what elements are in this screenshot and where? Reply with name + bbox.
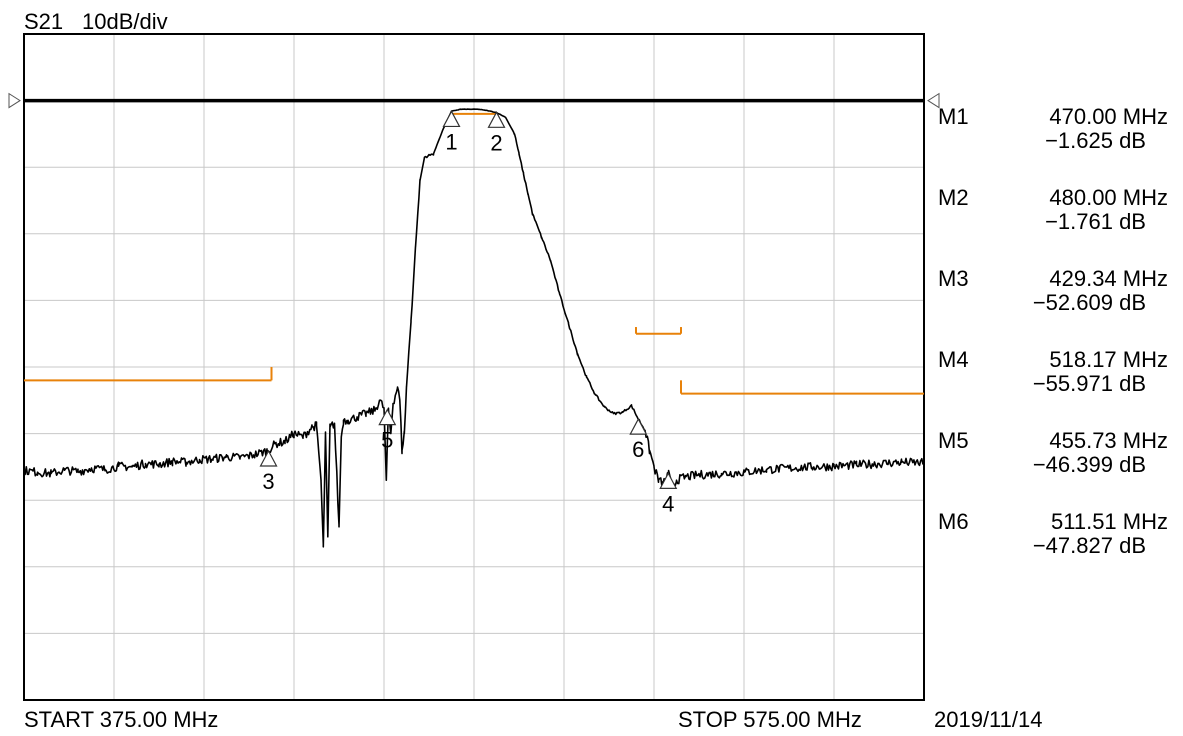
marker-3: 3 <box>259 449 278 494</box>
s21-trace-line <box>23 108 924 548</box>
marker-number-label: 1 <box>445 129 457 154</box>
scale-label: 10dB/div <box>82 9 168 34</box>
plot-grid <box>23 33 925 701</box>
marker-frequency-value: 470.00 MHz <box>1049 104 1168 129</box>
marker-level-value: −46.399 dB <box>1033 452 1146 477</box>
date-label: 2019/11/14 <box>934 707 1042 732</box>
marker-frequency-value: 511.51 MHz <box>1051 509 1168 534</box>
marker-readout-3: M3 429.34 MHz−52.609 dB <box>938 266 1168 315</box>
marker-readout-6: M6 511.51 MHz−47.827 dB <box>938 509 1168 558</box>
reference-line <box>8 92 940 109</box>
marker-level-value: −1.625 dB <box>1045 128 1146 153</box>
s21-trace <box>23 108 924 548</box>
start-frequency-label: START 375.00 MHz <box>24 707 218 732</box>
marker-triangle-icon <box>629 417 648 435</box>
marker-frequency-value: 455.73 MHz <box>1049 428 1168 453</box>
marker-readout-2: M2 480.00 MHz−1.761 dB <box>938 185 1168 234</box>
marker-id-label: M3 <box>938 266 969 291</box>
marker-triangle-icon <box>442 110 461 128</box>
marker-level-value: −1.761 dB <box>1045 209 1146 234</box>
marker-glyphs: 1 2 3 4 5 6 <box>259 110 678 516</box>
marker-id-label: M1 <box>938 104 969 129</box>
trace-label: S21 <box>24 9 63 34</box>
stop-frequency-label: STOP 575.00 MHz <box>678 707 862 732</box>
marker-5: 5 <box>378 408 397 453</box>
marker-readout-table: M1 470.00 MHz−1.625 dB M2 480.00 MHz−1.761 … <box>938 104 1168 558</box>
limit-lines <box>24 112 924 395</box>
marker-frequency-value: 518.17 MHz <box>1049 347 1168 372</box>
marker-1: 1 <box>442 110 461 154</box>
marker-level-value: −52.609 dB <box>1033 290 1146 315</box>
reference-arrow-left-icon <box>8 92 21 109</box>
marker-readout-5: M5 455.73 MHz−46.399 dB <box>938 428 1168 477</box>
marker-level-value: −55.971 dB <box>1033 371 1146 396</box>
marker-4: 4 <box>659 472 678 516</box>
marker-number-label: 5 <box>381 428 393 453</box>
marker-readout-1: M1 470.00 MHz−1.625 dB <box>938 104 1168 153</box>
marker-triangle-icon <box>487 111 506 128</box>
marker-triangle-icon <box>378 408 397 426</box>
marker-number-label: 4 <box>662 491 674 516</box>
reference-arrow-right-icon <box>927 92 940 109</box>
marker-number-label: 3 <box>262 469 274 494</box>
marker-2: 2 <box>487 111 506 155</box>
marker-triangle-icon <box>659 472 678 489</box>
marker-frequency-value: 429.34 MHz <box>1049 266 1168 291</box>
marker-triangle-icon <box>259 449 278 467</box>
marker-6: 6 <box>629 417 648 462</box>
marker-id-label: M2 <box>938 185 969 210</box>
marker-number-label: 2 <box>490 130 502 155</box>
marker-readout-4: M4 518.17 MHz−55.971 dB <box>938 347 1168 396</box>
marker-level-value: −47.827 dB <box>1033 533 1146 558</box>
marker-id-label: M4 <box>938 347 969 372</box>
plot-frame <box>23 33 925 701</box>
marker-id-label: M6 <box>938 509 969 534</box>
marker-number-label: 6 <box>632 437 644 462</box>
marker-frequency-value: 480.00 MHz <box>1049 185 1168 210</box>
marker-id-label: M5 <box>938 428 969 453</box>
